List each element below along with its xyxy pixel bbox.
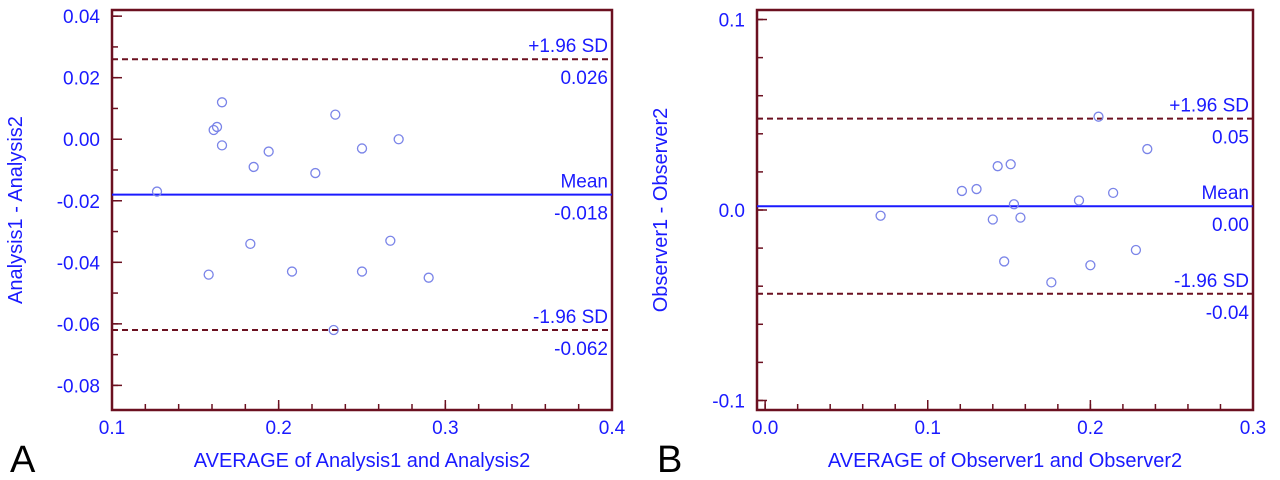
data-point bbox=[1093, 111, 1104, 122]
panel-letter: A bbox=[10, 439, 36, 480]
data-point bbox=[999, 256, 1010, 267]
data-point bbox=[1142, 143, 1153, 155]
x-tick-label: 0.4 bbox=[599, 418, 626, 439]
lower-line-value: -0.04 bbox=[1206, 303, 1250, 324]
y-axis-title: Observer1 - Observer2 bbox=[650, 108, 672, 313]
data-point bbox=[263, 146, 274, 157]
data-point bbox=[987, 214, 998, 225]
x-tick-label: 0.2 bbox=[265, 418, 291, 439]
data-point bbox=[248, 161, 259, 173]
y-tick-label: -0.1 bbox=[712, 391, 745, 412]
data-point bbox=[245, 238, 256, 249]
x-tick-label: 0.2 bbox=[1077, 418, 1103, 439]
x-tick-label: 0.1 bbox=[99, 418, 125, 439]
panel-b: 0.1 0.0 -0.1 0.0 0.1 0.2 0.3 +1.96 SD 0.05 Mean 0.… bbox=[650, 8, 1266, 480]
data-point bbox=[875, 210, 886, 221]
data-point bbox=[310, 167, 321, 179]
data-point bbox=[423, 272, 434, 283]
panel-a: 0.04 0.02 0.00 -0.02 -0.04 -0.06 -0.08 0.1 0.2 0.… bbox=[5, 7, 626, 480]
data-point bbox=[385, 235, 396, 246]
y-tick-label: 0.04 bbox=[63, 7, 100, 28]
plot-frame bbox=[755, 8, 1255, 412]
data-point bbox=[1015, 212, 1026, 223]
x-axis-title: AVERAGE of Analysis1 and Analysis2 bbox=[194, 450, 530, 472]
data-point bbox=[211, 121, 223, 133]
y-tick-label: -0.02 bbox=[57, 192, 100, 213]
data-point bbox=[393, 134, 404, 145]
lower-line-label: -1.96 SD bbox=[533, 307, 608, 328]
y-tick-label: 0.00 bbox=[63, 130, 100, 151]
mean-line-value: 0.00 bbox=[1212, 215, 1249, 236]
data-point bbox=[992, 161, 1003, 172]
data-point bbox=[203, 269, 214, 280]
x-tick-label: 0.1 bbox=[915, 418, 941, 439]
data-point bbox=[286, 266, 298, 277]
data-point bbox=[151, 186, 163, 197]
mean-line-value: -0.018 bbox=[554, 204, 608, 225]
upper-line-label: +1.96 SD bbox=[1169, 96, 1249, 117]
data-point bbox=[330, 109, 341, 120]
data-point bbox=[356, 266, 368, 277]
upper-line-value: 0.05 bbox=[1212, 128, 1249, 149]
upper-line-value: 0.026 bbox=[560, 68, 608, 89]
x-tick-label: 0.0 bbox=[752, 418, 778, 439]
y-tick-label: -0.08 bbox=[57, 376, 100, 397]
data-point bbox=[356, 143, 368, 154]
data-point bbox=[216, 140, 228, 151]
lower-line-value: -0.062 bbox=[554, 339, 608, 360]
data-point bbox=[1008, 199, 1020, 210]
data-point bbox=[208, 124, 219, 136]
data-point bbox=[1130, 244, 1142, 256]
y-tick-label: -0.04 bbox=[57, 253, 101, 274]
y-tick-label: 0.0 bbox=[719, 201, 745, 222]
data-point bbox=[956, 185, 968, 197]
x-axis-title: AVERAGE of Observer1 and Observer2 bbox=[828, 450, 1182, 472]
mean-line-label: Mean bbox=[560, 172, 608, 193]
panel-letter: B bbox=[657, 439, 682, 480]
mean-line-label: Mean bbox=[1201, 183, 1249, 204]
plot-frame bbox=[110, 8, 614, 412]
y-tick-label: 0.02 bbox=[63, 69, 100, 90]
data-point bbox=[216, 97, 228, 108]
x-tick-label: 0.3 bbox=[1240, 418, 1266, 439]
y-tick-label: -0.06 bbox=[57, 315, 100, 336]
data-point bbox=[1107, 187, 1119, 199]
y-axis-title: Analysis1 - Analysis2 bbox=[5, 116, 27, 304]
data-point bbox=[1085, 260, 1096, 271]
y-tick-label: 0.1 bbox=[719, 11, 745, 32]
data-point bbox=[328, 324, 339, 336]
data-point bbox=[1005, 159, 1016, 170]
data-point bbox=[971, 183, 982, 195]
data-point bbox=[1073, 195, 1085, 206]
lower-line-label: -1.96 SD bbox=[1174, 271, 1249, 292]
x-tick-label: 0.3 bbox=[432, 418, 458, 439]
upper-line-label: +1.96 SD bbox=[528, 36, 608, 57]
data-point bbox=[1046, 277, 1057, 288]
